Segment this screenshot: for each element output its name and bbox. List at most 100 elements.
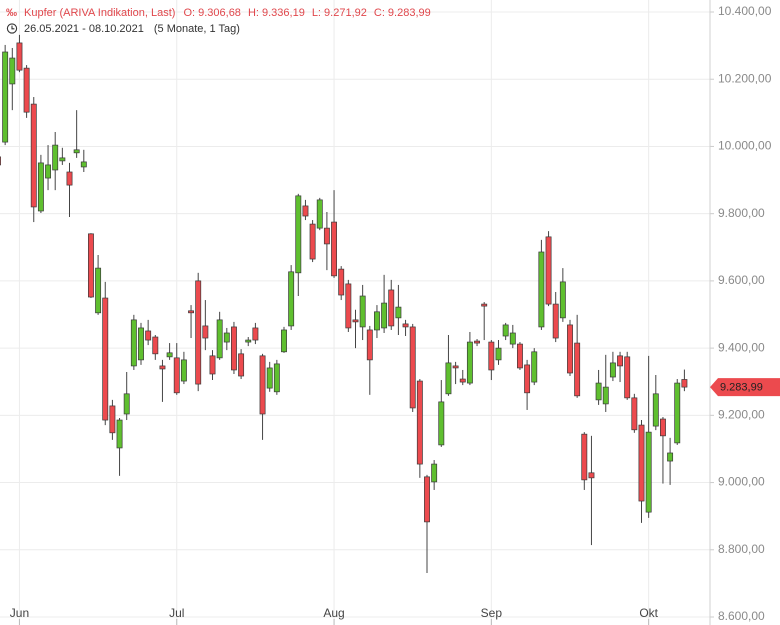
- candle-body: [138, 327, 144, 361]
- candle-body: [80, 161, 87, 168]
- candle-body: [574, 342, 581, 397]
- candle-body: [309, 223, 316, 260]
- candle-body: [109, 405, 116, 434]
- period: (5 Monate, 1 Tag): [154, 23, 240, 35]
- y-tick-label: 10.400,00: [718, 4, 772, 18]
- candle-body: [638, 424, 645, 502]
- header: ‰ Kupfer (ARIVA Indikation, Last) O: 9.3…: [6, 7, 431, 35]
- candle-body: [66, 171, 73, 186]
- candle-body: [288, 271, 295, 327]
- candle-body: [466, 341, 473, 384]
- candles: [0, 34, 688, 573]
- candle-body: [209, 355, 216, 375]
- y-tick-label: 10.000,00: [718, 139, 772, 153]
- y-tick-label: 8.800,00: [718, 542, 765, 556]
- y-tick-label: 9.800,00: [718, 206, 765, 220]
- candle-body: [681, 379, 688, 388]
- candle-body: [624, 356, 631, 399]
- ohlc-close: C: 9.283,99: [374, 7, 431, 19]
- clock-icon: [6, 23, 18, 34]
- x-tick-label: Sep: [481, 606, 503, 620]
- clock-hands: [11, 25, 15, 30]
- candle-body: [59, 157, 66, 162]
- candle-body: [374, 311, 380, 331]
- candle-body: [459, 378, 466, 383]
- candle-body: [195, 280, 202, 385]
- candle-body: [345, 283, 352, 329]
- candle-body: [116, 419, 123, 449]
- candle-body: [645, 431, 652, 513]
- candle-body: [567, 324, 573, 374]
- candle-body: [123, 393, 130, 415]
- last-price-marker: [710, 378, 780, 397]
- last-price-tag: 9.283,99: [710, 378, 780, 397]
- candle-body: [559, 281, 566, 319]
- candle-body: [73, 149, 80, 154]
- candle-body: [424, 476, 430, 523]
- candle-body: [45, 164, 52, 179]
- candle-body: [9, 57, 16, 85]
- candle-body: [395, 306, 402, 319]
- candle-body: [667, 452, 674, 462]
- candle-body: [366, 329, 373, 361]
- candle-body: [581, 433, 588, 481]
- candle-body: [152, 336, 159, 355]
- x-tick-label: Jul: [169, 606, 184, 620]
- candle-body: [588, 472, 595, 479]
- candle-body: [495, 347, 502, 361]
- candle-body: [37, 162, 44, 212]
- candle-body: [652, 393, 659, 427]
- y-tick-label: 9.200,00: [718, 408, 765, 422]
- candle-body: [231, 326, 237, 371]
- candle-body: [602, 386, 609, 405]
- candle-body: [0, 156, 1, 166]
- candle-body: [316, 199, 323, 229]
- candle-body: [166, 352, 173, 358]
- y-tick-label: 8.600,00: [718, 609, 765, 623]
- candle-body: [202, 325, 209, 339]
- candle-body: [402, 323, 409, 328]
- candle-body: [609, 362, 616, 378]
- candle-body: [102, 297, 109, 421]
- candle-body: [388, 289, 395, 327]
- date-range: 26.05.2021 - 08.10.2021: [24, 23, 144, 35]
- candle-body: [438, 401, 445, 446]
- candle-body: [509, 332, 516, 345]
- candle-body: [252, 327, 259, 341]
- candle-body: [30, 103, 37, 208]
- grid: [0, 0, 714, 625]
- candle-body: [488, 341, 495, 371]
- candle-body: [259, 355, 266, 415]
- candle-body: [674, 382, 681, 444]
- ohlc-high: H: 9.336,19: [248, 7, 305, 19]
- candle-body: [295, 195, 302, 274]
- candle-body: [245, 339, 252, 343]
- ohlc-open: O: 9.306,68: [183, 7, 241, 19]
- candle-body: [359, 295, 366, 328]
- candle-body: [323, 227, 330, 245]
- candle-body: [338, 268, 345, 296]
- candle-body: [159, 365, 166, 370]
- y-tick-label: 9.400,00: [718, 340, 765, 354]
- candle-body: [2, 51, 9, 143]
- candle-body: [445, 362, 452, 395]
- candle-body: [481, 303, 488, 307]
- candle-body: [538, 251, 545, 328]
- candle-body: [266, 367, 273, 389]
- candle-body: [281, 329, 287, 353]
- candle-body: [552, 303, 559, 339]
- chart-title: Kupfer (ARIVA Indikation, Last): [24, 7, 175, 19]
- candle-body: [631, 397, 638, 431]
- candle-body: [95, 267, 102, 314]
- candle-body: [273, 363, 280, 393]
- candle-body: [431, 463, 438, 483]
- candle-body: [180, 359, 187, 382]
- candle-body: [352, 319, 359, 323]
- candle-body: [223, 332, 230, 343]
- candle-body: [145, 330, 152, 341]
- candle-body: [524, 364, 531, 394]
- y-tick-label: 9.000,00: [718, 475, 765, 489]
- x-tick-label: Okt: [639, 606, 658, 620]
